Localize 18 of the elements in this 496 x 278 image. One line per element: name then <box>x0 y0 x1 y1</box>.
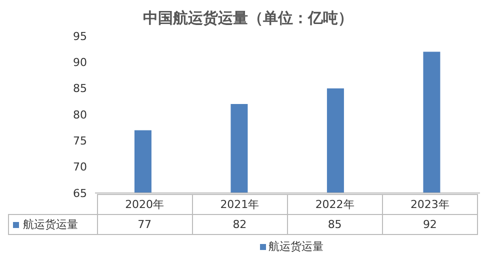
y-tick-label: 65 <box>73 186 87 200</box>
y-tick-label: 90 <box>73 56 87 70</box>
x-tick-label: 2022年 <box>287 194 382 214</box>
y-tick-label: 80 <box>73 108 87 122</box>
data-label: 77 <box>97 214 192 234</box>
legend-label: 航运货运量 <box>268 239 324 254</box>
data-label: 85 <box>287 214 382 234</box>
y-tick-label: 95 <box>73 30 87 43</box>
x-tick-label: 2020年 <box>97 194 192 214</box>
y-tick-label: 85 <box>73 82 87 96</box>
y-tick-label: 70 <box>73 160 87 174</box>
y-tick-label: 75 <box>73 134 87 148</box>
chart-title: 中国航运货运量（单位：亿吨） <box>142 8 354 29</box>
text: 航运货运量 <box>23 218 78 231</box>
x-tick-label: 2021年 <box>192 194 288 214</box>
x-tick-label: 2023年 <box>382 194 478 214</box>
data-label: 92 <box>382 214 478 234</box>
data-label: 82 <box>192 214 288 234</box>
